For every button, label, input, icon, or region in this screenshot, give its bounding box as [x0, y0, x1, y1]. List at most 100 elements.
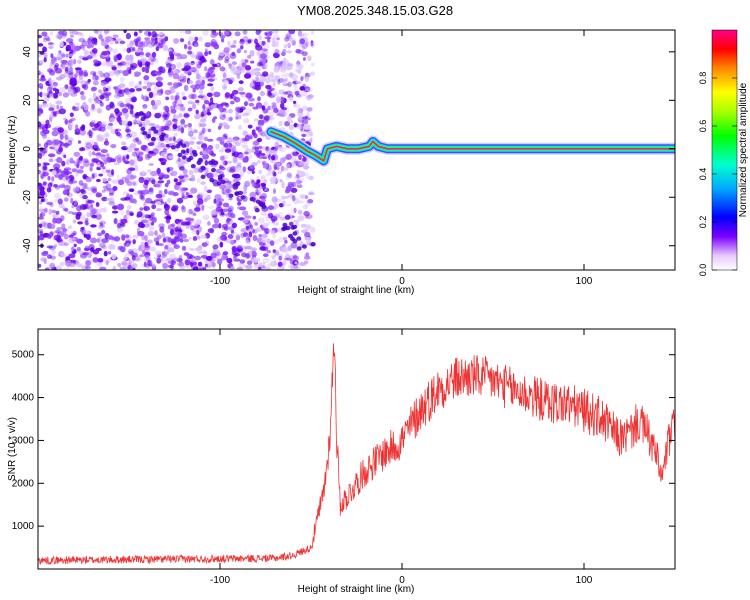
noise-speck [156, 208, 162, 212]
noise-speck [132, 161, 138, 168]
noise-speck [219, 136, 226, 141]
noise-speck [192, 152, 198, 157]
noise-speck [226, 166, 234, 173]
noise-speck [38, 121, 42, 128]
noise-speck [291, 74, 298, 81]
noise-speck [103, 159, 108, 165]
noise-speck [292, 255, 300, 261]
noise-speck [151, 179, 156, 185]
noise-speck [202, 30, 209, 37]
noise-speck [242, 218, 249, 224]
noise-speck [295, 64, 301, 69]
noise-speck [85, 176, 92, 183]
noise-speck [85, 110, 91, 117]
noise-speck [181, 155, 187, 160]
noise-speck [92, 257, 99, 263]
noise-speck [87, 199, 95, 204]
noise-speck [148, 163, 154, 166]
noise-speck [253, 263, 260, 269]
noise-speck [305, 132, 311, 138]
noise-speck [213, 91, 221, 98]
noise-speck [51, 176, 55, 182]
noise-speck [174, 94, 180, 101]
noise-speck [135, 88, 142, 92]
noise-speck [281, 195, 286, 200]
noise-speck [105, 198, 112, 201]
noise-speck [273, 188, 276, 195]
noise-speck [55, 217, 63, 224]
noise-speck [141, 57, 148, 63]
noise-speck [295, 80, 301, 84]
noise-speck [97, 109, 103, 114]
noise-speck [247, 124, 253, 129]
noise-speck [71, 205, 75, 209]
noise-speck [87, 38, 92, 45]
noise-speck [271, 155, 276, 161]
noise-speck [292, 197, 300, 205]
noise-speck [204, 172, 209, 176]
noise-speck [204, 41, 212, 47]
noise-speck [300, 90, 308, 97]
noise-speck [225, 188, 232, 194]
noise-speck [231, 232, 239, 237]
noise-speck [248, 97, 255, 102]
noise-speck [288, 245, 292, 252]
noise-speck [79, 91, 85, 96]
noise-speck [271, 230, 276, 235]
noise-speck [176, 258, 183, 263]
noise-speck [267, 167, 273, 174]
noise-speck [43, 52, 48, 59]
noise-speck [232, 89, 239, 95]
noise-speck [259, 90, 265, 97]
noise-speck [215, 249, 221, 254]
noise-speck [143, 261, 147, 268]
noise-speck [224, 85, 228, 89]
noise-speck [119, 246, 126, 253]
noise-speck [302, 32, 309, 37]
noise-speck [271, 37, 276, 43]
noise-speck [151, 204, 157, 210]
noise-speck [268, 267, 272, 270]
noise-speck [165, 243, 172, 247]
noise-speck [165, 96, 170, 101]
noise-speck [228, 168, 236, 173]
noise-speck [58, 50, 62, 55]
noise-speck [270, 78, 279, 83]
noise-speck [151, 217, 158, 223]
noise-speck [112, 265, 117, 270]
noise-speck [120, 218, 128, 224]
noise-speck [79, 204, 87, 210]
noise-speck [71, 246, 75, 252]
noise-speck [160, 255, 164, 262]
noise-speck [126, 205, 132, 210]
noise-speck [296, 246, 302, 251]
noise-speck [81, 182, 88, 187]
noise-speck [303, 210, 310, 217]
noise-speck [198, 36, 203, 42]
noise-speck [122, 47, 127, 52]
noise-speck [305, 252, 310, 258]
noise-speck [84, 265, 91, 270]
noise-speck [295, 49, 302, 54]
noise-speck [176, 62, 182, 69]
noise-speck [39, 72, 44, 76]
noise-speck [226, 217, 231, 223]
noise-speck [104, 96, 109, 101]
noise-speck [96, 238, 101, 244]
noise-speck [171, 240, 177, 245]
noise-speck [65, 53, 69, 58]
noise-speck [218, 223, 222, 229]
noise-speck [249, 197, 255, 202]
noise-speck [262, 184, 266, 190]
noise-speck [273, 52, 280, 59]
noise-speck [235, 111, 239, 116]
noise-speck [67, 89, 75, 96]
noise-speck [193, 167, 200, 174]
noise-speck [238, 91, 246, 95]
noise-speck [69, 123, 74, 130]
noise-speck [210, 85, 215, 92]
noise-speck [59, 105, 63, 109]
noise-speck [51, 130, 59, 137]
noise-speck [227, 137, 233, 144]
noise-speck [39, 77, 47, 82]
